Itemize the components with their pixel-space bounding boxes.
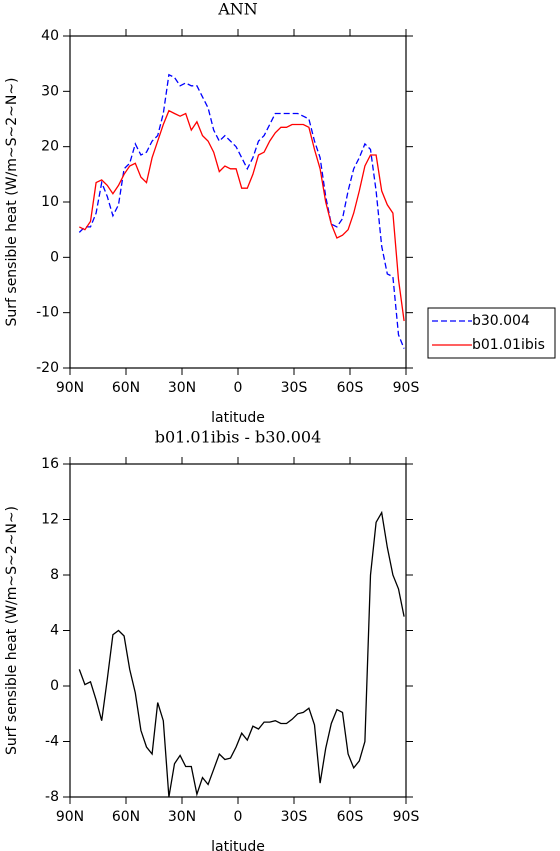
legend-label: b01.01ibis <box>472 337 545 353</box>
x-tick-label: 60S <box>337 380 364 396</box>
x-axis-label: latitude <box>211 839 265 851</box>
x-tick-label: 0 <box>234 380 243 396</box>
y-tick-label: 0 <box>50 678 59 694</box>
x-tick-label: 30N <box>168 809 196 825</box>
y-tick-label: 30 <box>41 83 59 99</box>
series-line <box>79 109 405 322</box>
legend-label: b30.004 <box>472 313 530 329</box>
x-tick-label: 90N <box>56 809 84 825</box>
x-tick-label: 90N <box>56 380 84 396</box>
y-axis-label: Surf sensible heat (W/m~S~2~N~) <box>4 506 20 755</box>
y-tick-label: -8 <box>45 789 59 805</box>
chart-title: ANN <box>217 0 258 19</box>
y-tick-label: 40 <box>41 28 59 44</box>
series-line <box>78 73 405 349</box>
x-tick-label: 60N <box>112 380 140 396</box>
x-tick-label: 0 <box>234 809 243 825</box>
y-tick-label: 8 <box>50 567 59 583</box>
y-tick-label: -20 <box>36 360 59 376</box>
y-axis-label: Surf sensible heat (W/m~S~2~N~) <box>4 77 20 326</box>
x-tick-label: 90S <box>393 380 420 396</box>
y-tick-label: -4 <box>45 734 59 750</box>
plot-frame <box>69 35 407 369</box>
y-tick-label: 12 <box>41 512 59 528</box>
x-axis-label: latitude <box>211 410 265 426</box>
y-tick-label: 10 <box>41 194 59 210</box>
y-tick-label: 20 <box>41 139 59 155</box>
plot-frame <box>69 463 407 798</box>
y-tick-label: 16 <box>41 456 59 472</box>
x-tick-label: 30N <box>168 380 196 396</box>
x-tick-label: 90S <box>393 809 420 825</box>
series-line <box>78 510 405 798</box>
y-tick-label: 0 <box>50 249 59 265</box>
x-tick-label: 30S <box>281 380 308 396</box>
chart-title: b01.01ibis - b30.004 <box>155 428 322 447</box>
x-tick-label: 60N <box>112 809 140 825</box>
legend-box <box>427 307 556 359</box>
x-tick-label: 60S <box>337 809 364 825</box>
y-tick-label: 4 <box>50 623 59 639</box>
y-tick-label: -10 <box>36 305 59 321</box>
x-tick-label: 30S <box>281 809 308 825</box>
